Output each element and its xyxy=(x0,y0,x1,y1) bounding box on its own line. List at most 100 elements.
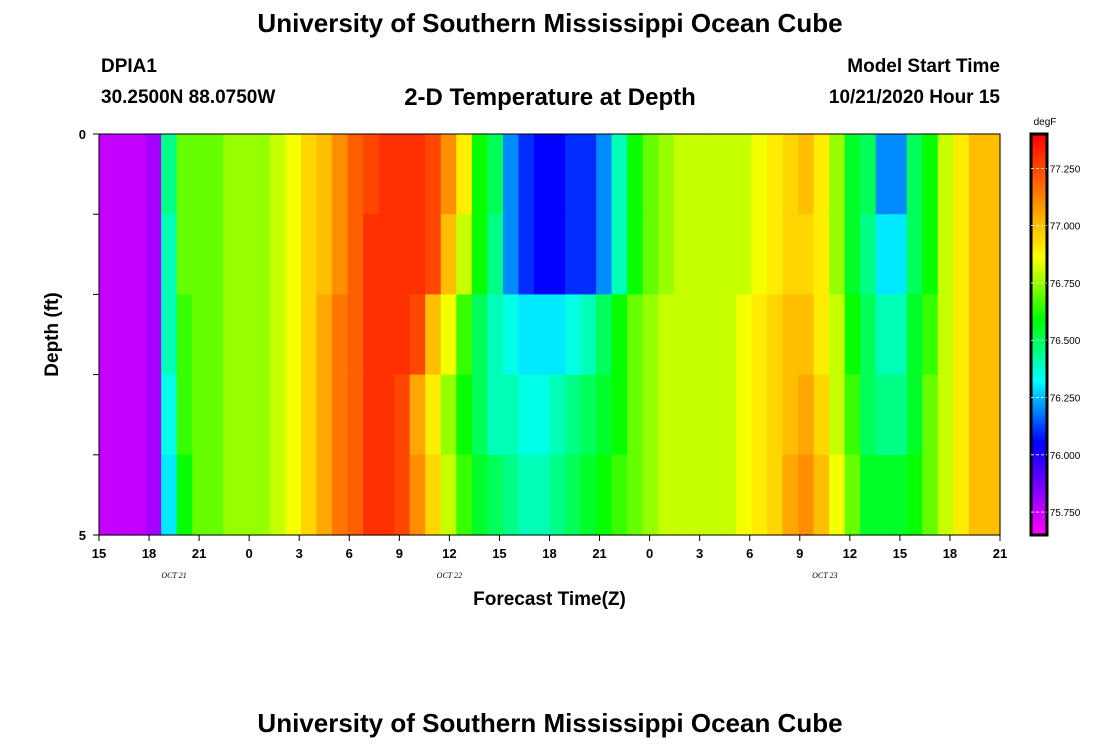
heatmap-cell xyxy=(332,134,349,215)
heatmap-cell xyxy=(984,134,1001,215)
heatmap-cell xyxy=(937,454,954,536)
x-tick-label: 6 xyxy=(746,546,753,561)
heatmap-cell xyxy=(471,294,488,376)
heatmap-cell xyxy=(906,214,923,295)
heatmap-cell xyxy=(906,294,923,376)
heatmap-cell xyxy=(549,454,566,536)
x-tick-label: 12 xyxy=(442,546,456,561)
heatmap-cell xyxy=(782,294,799,376)
heatmap-cell xyxy=(533,294,551,376)
heatmap-cell xyxy=(860,454,877,536)
heatmap-cell xyxy=(456,294,473,376)
heatmap-cell xyxy=(394,294,411,376)
heatmap-cell xyxy=(751,374,768,456)
heatmap-cell xyxy=(565,134,582,215)
heatmap-cell xyxy=(549,214,566,295)
heatmap-cell xyxy=(332,454,349,536)
heatmap-cell xyxy=(627,454,644,536)
heatmap-cell xyxy=(875,454,892,536)
heatmap-cell xyxy=(565,374,582,456)
heatmap-cell xyxy=(689,454,706,536)
heatmap-cell xyxy=(502,214,520,295)
heatmap-cell xyxy=(891,454,908,536)
heatmap-cell xyxy=(813,294,830,376)
heatmap-cell xyxy=(735,454,753,536)
heatmap-cell xyxy=(440,134,457,215)
heatmap-cell xyxy=(704,454,721,536)
heatmap-cell xyxy=(937,374,954,456)
colorbar-label: 75.750 xyxy=(1050,508,1081,519)
heatmap-cell xyxy=(300,454,318,536)
heatmap-cell xyxy=(440,214,457,295)
heatmap-cell xyxy=(114,214,131,295)
heatmap-cell xyxy=(922,134,939,215)
heatmap-cell xyxy=(409,374,426,456)
heatmap-cell xyxy=(238,134,255,215)
x-tick-label: 15 xyxy=(492,546,506,561)
date-label: OCT 21 xyxy=(161,571,186,580)
heatmap-cell xyxy=(984,294,1001,376)
heatmap-cell xyxy=(254,454,271,536)
model-start-label: Model Start Time xyxy=(847,56,1000,77)
heatmap-cell xyxy=(456,374,473,456)
heatmap-cell xyxy=(937,134,954,215)
heatmap-cell xyxy=(316,134,333,215)
heatmap-cell xyxy=(518,214,535,295)
colorbar: 77.250 77.000 76.750 76.500 76.250 76.000 75.7… xyxy=(1029,132,1081,537)
heatmap-cell xyxy=(533,134,551,215)
heatmap-cell xyxy=(145,294,162,376)
heatmap-cell xyxy=(471,214,488,295)
heatmap-cell xyxy=(642,454,659,536)
heatmap-cell xyxy=(394,374,411,456)
heatmap-cell xyxy=(130,454,147,536)
heatmap-cell xyxy=(207,294,224,376)
heatmap-cell xyxy=(130,134,147,215)
heatmap-cell xyxy=(673,294,690,376)
heatmap-cell xyxy=(207,134,224,215)
heatmap-cell xyxy=(906,454,923,536)
heatmap-cell xyxy=(316,454,333,536)
x-tick-label: 21 xyxy=(993,546,1007,561)
heatmap-cell xyxy=(968,374,986,456)
heatmap-cell xyxy=(409,454,426,536)
heatmap-cell xyxy=(425,374,442,456)
heatmap-cell xyxy=(673,374,690,456)
heatmap-cell xyxy=(347,454,364,536)
heatmap-cell xyxy=(766,454,784,536)
colorbar-unit: degF xyxy=(1034,117,1057,128)
heatmap-cell xyxy=(829,294,846,376)
heatmap-cell xyxy=(751,134,768,215)
heatmap-cell xyxy=(269,374,287,456)
heatmap-cell xyxy=(316,294,333,376)
heatmap-cell xyxy=(316,214,333,295)
heatmap-cell xyxy=(300,134,318,215)
heatmap-cell xyxy=(502,454,520,536)
heatmap-cell xyxy=(487,134,504,215)
heatmap-cell xyxy=(549,134,566,215)
colorbar-label: 76.750 xyxy=(1050,279,1081,290)
heatmap-cell xyxy=(766,374,784,456)
heatmap-cell xyxy=(720,134,737,215)
model-start-value: 10/21/2020 Hour 15 xyxy=(828,87,1000,108)
y-axis: 05 xyxy=(79,127,99,543)
heatmap-cell xyxy=(254,134,271,215)
heatmap-cell xyxy=(720,214,737,295)
heatmap-cell xyxy=(533,454,551,536)
x-tick-label: 15 xyxy=(92,546,106,561)
heatmap-cell xyxy=(658,214,675,295)
station-coordinates: 30.2500N 88.0750W xyxy=(101,87,276,108)
colorbar-label: 77.000 xyxy=(1050,222,1081,233)
heatmap-cell xyxy=(223,134,240,215)
heatmap-cell xyxy=(161,374,178,456)
heatmap-cell xyxy=(689,294,706,376)
heatmap-cell xyxy=(689,374,706,456)
heatmap-cell xyxy=(596,374,613,456)
heatmap-cell xyxy=(409,214,426,295)
heatmap-cell xyxy=(114,134,131,215)
heatmap-cell xyxy=(487,374,504,456)
heatmap-cell xyxy=(642,134,659,215)
heatmap-cell xyxy=(207,374,224,456)
heatmap-cell xyxy=(254,294,271,376)
station-id: DPIA1 xyxy=(101,56,157,77)
heatmap-cell xyxy=(207,454,224,536)
